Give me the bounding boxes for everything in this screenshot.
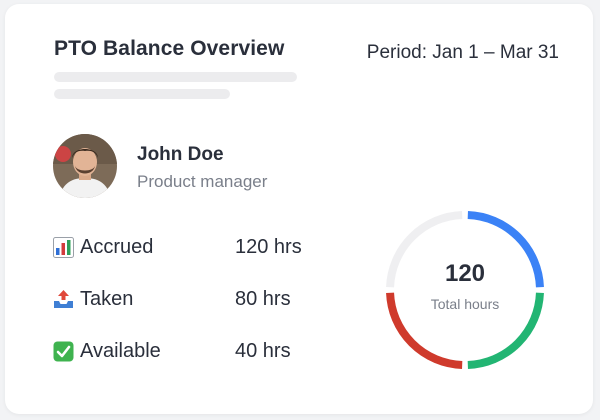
stat-taken: Taken 80 hrs <box>53 285 323 315</box>
outbox-tray-icon <box>53 289 74 310</box>
stat-accrued: Accrued 120 hrs <box>53 233 323 263</box>
pto-card: PTO Balance Overview Period: Jan 1 – Mar… <box>5 4 593 414</box>
bar-chart-icon <box>53 237 74 258</box>
stat-label: Available <box>80 340 161 362</box>
donut-total: 120 <box>444 260 486 287</box>
avatar <box>53 134 117 198</box>
check-mark-button-icon <box>53 341 74 362</box>
stat-label: Accrued <box>80 236 154 258</box>
stat-value: 40 hrs <box>235 340 291 362</box>
stat-value: 120 hrs <box>235 236 302 258</box>
donut-segment-0 <box>467 211 544 288</box>
stat-value: 80 hrs <box>235 288 291 310</box>
total-hours-donut: 120 Total hours <box>379 204 551 376</box>
card-title: PTO Balance Overview <box>54 37 285 60</box>
employee-name: John Doe <box>137 144 224 165</box>
employee-role: Product manager <box>137 172 268 191</box>
donut-ring <box>386 211 544 369</box>
donut-caption: Total hours <box>430 296 500 312</box>
donut-segment-3 <box>386 211 463 288</box>
period-label: Period: Jan 1 – Mar 31 <box>366 42 559 63</box>
skeleton-line <box>54 72 297 82</box>
stat-label: Taken <box>80 288 134 310</box>
stat-available: Available 40 hrs <box>53 337 323 367</box>
skeleton-line <box>54 89 230 99</box>
donut-segment-1 <box>467 292 544 369</box>
donut-segment-2 <box>386 292 463 369</box>
